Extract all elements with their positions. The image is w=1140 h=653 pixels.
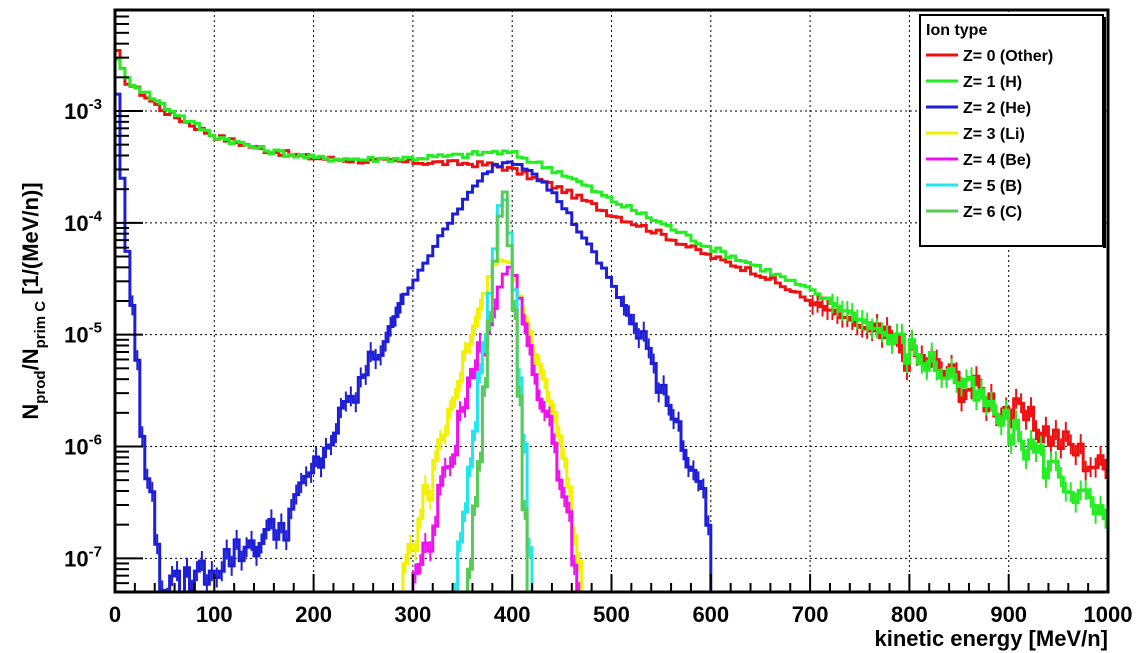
x-tick-label: 500 (593, 602, 630, 627)
x-tick-label: 800 (891, 602, 928, 627)
x-tick-label: 300 (395, 602, 432, 627)
legend: Ion type Z= 0 (Other)Z= 1 (H)Z= 2 (He)Z=… (919, 14, 1106, 248)
series-Z= 6 (C) (466, 190, 529, 592)
legend-label: Z= 0 (Other) (963, 48, 1053, 65)
series-line (115, 48, 1108, 592)
legend-shadow (1103, 17, 1106, 248)
legend-entry: Z= 4 (Be) (926, 152, 1031, 169)
legend-label: Z= 5 (B) (963, 178, 1022, 195)
legend-label: Z= 3 (Li) (963, 126, 1025, 143)
legend-entries: Z= 0 (Other) Z= 1 (H) Z= 2 (He) Z= 3 (Li) Z=… (926, 48, 1053, 221)
legend-entry: Z= 2 (He) (926, 100, 1031, 117)
axis-ticks (114, 9, 1109, 593)
series-line (115, 57, 1108, 592)
legend-title: Ion type (926, 22, 987, 39)
legend-entry: Z= 0 (Other) (926, 48, 1053, 65)
x-tick-label: 900 (990, 602, 1027, 627)
legend-label: Z= 1 (H) (963, 74, 1022, 91)
series-line (466, 190, 529, 592)
series-Z= 1 (H) (115, 57, 1108, 592)
legend-entry: Z= 1 (H) (926, 74, 1022, 91)
series-line (411, 265, 584, 592)
x-tick-label: 200 (295, 602, 332, 627)
legend-label: Z= 4 (Be) (963, 152, 1031, 169)
x-tick-label: 600 (692, 602, 729, 627)
y-axis-title: Nprod/Nprim C [1/(MeV/n)] (18, 182, 49, 419)
y-tick-label: 10-4 (64, 208, 102, 236)
legend-label: Z= 2 (He) (963, 100, 1031, 117)
series-Z= 2 (He) (115, 92, 713, 592)
y-tick-label: 10-5 (64, 320, 102, 348)
x-tick-label: 700 (792, 602, 829, 627)
x-tick-label: 400 (494, 602, 531, 627)
series-Z= 4 (Be) (411, 265, 584, 592)
series-layer (115, 48, 1108, 592)
y-tick-labels: 10-7 10-6 10-5 10-4 10-3 (64, 96, 102, 571)
y-tick-label: 10-3 (64, 96, 102, 124)
x-tick-label: 100 (196, 602, 233, 627)
legend-entry: Z= 6 (C) (926, 204, 1022, 221)
y-tick-label: 10-6 (64, 432, 102, 460)
x-axis-title: kinetic energy [MeV/n] (874, 626, 1108, 651)
legend-label: Z= 6 (C) (963, 204, 1022, 221)
x-tick-label: 1000 (1084, 602, 1133, 627)
legend-entry: Z= 3 (Li) (926, 126, 1025, 143)
series-line (115, 92, 713, 592)
legend-entry: Z= 5 (B) (926, 178, 1022, 195)
x-tick-labels: 0 100 200 300 400 500 600 700 800 900 1000 (109, 602, 1133, 627)
x-tick-label: 0 (109, 602, 121, 627)
y-tick-label: 10-7 (64, 543, 102, 571)
